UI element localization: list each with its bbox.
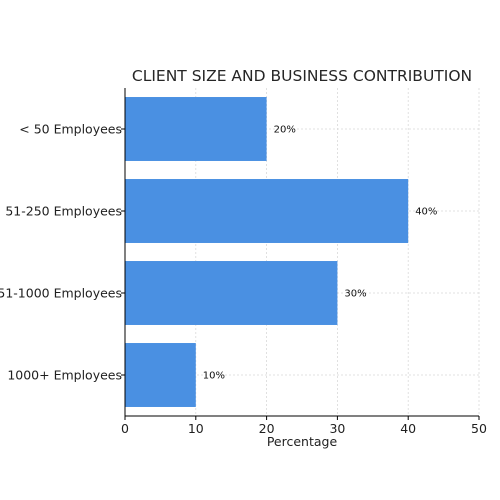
x-tick-label: 10 xyxy=(188,421,204,436)
y-tick-label: 1000+ Employees xyxy=(7,368,122,383)
x-tick-label: 50 xyxy=(471,421,487,436)
x-tick-label: 30 xyxy=(329,421,345,436)
chart-title: CLIENT SIZE AND BUSINESS CONTRIBUTION xyxy=(132,67,472,85)
y-tick-label: 251-1000 Employees xyxy=(0,286,122,301)
data-label: 40% xyxy=(415,207,437,218)
bar xyxy=(125,179,409,243)
bar xyxy=(125,343,196,407)
y-tick-label: 51-250 Employees xyxy=(5,204,122,219)
data-label: 10% xyxy=(203,371,225,382)
axes xyxy=(121,88,480,420)
bar xyxy=(125,97,267,161)
labels: < 50 Employees 20% 51-250 Employees 40% 251-… xyxy=(0,122,487,437)
y-tick-label: < 50 Employees xyxy=(19,122,122,137)
data-label: 20% xyxy=(274,125,296,136)
bars xyxy=(125,97,409,407)
bar xyxy=(125,261,338,325)
x-tick-label: 20 xyxy=(259,421,275,436)
x-tick-label: 40 xyxy=(400,421,416,436)
x-axis-label: Percentage xyxy=(267,434,338,449)
x-tick-label: 0 xyxy=(121,421,129,436)
data-label: 30% xyxy=(344,289,366,300)
